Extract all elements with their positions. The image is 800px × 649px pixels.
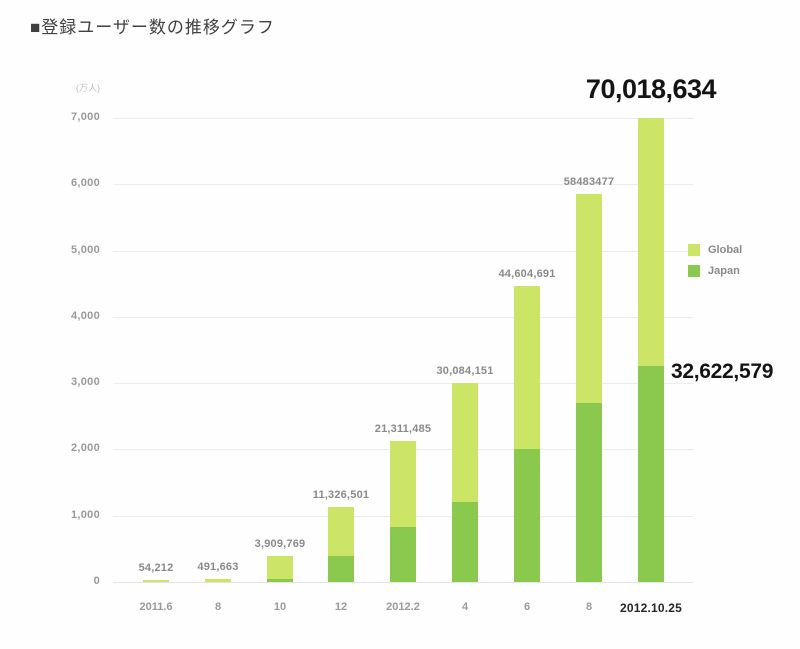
y-tick-label-2000: 2,000 [70, 442, 100, 455]
x-tick-label-8: 8 [585, 601, 593, 613]
japan-value-label: 32,622,579 [671, 359, 774, 383]
bar-japan-segment-2012.2 [390, 526, 416, 582]
legend-row-global: Global [688, 244, 742, 256]
y-tick-label-5000: 5,000 [70, 243, 100, 256]
value-label-8: 58483477 [563, 176, 615, 189]
value-label-10: 3,909,769 [254, 538, 306, 551]
bar-japan-segment-2012.10.25 [638, 365, 664, 582]
y-tick-label-3000: 3,000 [70, 376, 100, 389]
gridline-4000 [113, 316, 693, 318]
bar-japan-segment-4 [452, 501, 478, 582]
legend-swatch-japan [688, 265, 700, 277]
value-label-6: 44,604,691 [498, 268, 556, 281]
gridline-3000 [113, 383, 693, 385]
bar-8 [205, 578, 231, 582]
legend-label-global: Global [708, 244, 743, 256]
legend: Global Japan [688, 244, 742, 286]
y-tick-label-6000: 6,000 [70, 177, 100, 190]
bar-japan-segment-6 [514, 449, 540, 582]
bar-2012.2 [390, 440, 416, 582]
y-tick-label-1000: 1,000 [70, 508, 100, 521]
bar-10 [267, 556, 293, 582]
x-tick-label-2011.6: 2011.6 [139, 601, 173, 613]
x-tick-label-6: 6 [523, 601, 531, 613]
bar-2011.6 [143, 580, 169, 582]
bar-japan-segment-10 [267, 579, 293, 582]
bar-japan-segment-12 [328, 556, 354, 582]
value-label-2012.2: 21,311,485 [374, 422, 432, 435]
x-tick-label-8: 8 [214, 601, 222, 613]
gridline-6000 [113, 184, 693, 186]
value-label-4: 30,084,151 [436, 364, 494, 377]
value-label-2011.6: 54,212 [138, 562, 174, 574]
bar-12 [328, 506, 354, 582]
bar-6 [514, 286, 540, 582]
legend-swatch-global [688, 244, 700, 256]
y-tick-label-0: 0 [93, 575, 100, 587]
value-label-12: 11,326,501 [312, 488, 370, 501]
x-tick-label-12: 12 [334, 601, 348, 613]
x-tick-label-10: 10 [273, 601, 287, 613]
y-tick-label-4000: 4,000 [70, 309, 100, 322]
bar-8 [576, 194, 602, 582]
bar-2012.10.25 [638, 117, 664, 582]
gridline-5000 [113, 250, 693, 252]
x-tick-label-2012.10.25: 2012.10.25 [619, 601, 683, 615]
legend-row-japan: Japan [688, 265, 742, 277]
gridline-0 [113, 582, 693, 583]
x-tick-label-4: 4 [461, 601, 469, 613]
bar-4 [452, 382, 478, 582]
value-label-2012.10.25: 70,018,634 [585, 73, 717, 104]
x-tick-label-2012.2: 2012.2 [386, 601, 420, 613]
value-label-8: 491,663 [197, 560, 239, 573]
y-axis-unit-label: (万人) [76, 83, 100, 93]
legend-label-japan: Japan [708, 265, 740, 277]
bar-japan-segment-8 [576, 403, 602, 582]
y-tick-label-7000: 7,000 [70, 111, 100, 123]
page-title: ■登録ユーザー数の推移グラフ [30, 18, 275, 37]
gridline-7000 [113, 118, 693, 119]
